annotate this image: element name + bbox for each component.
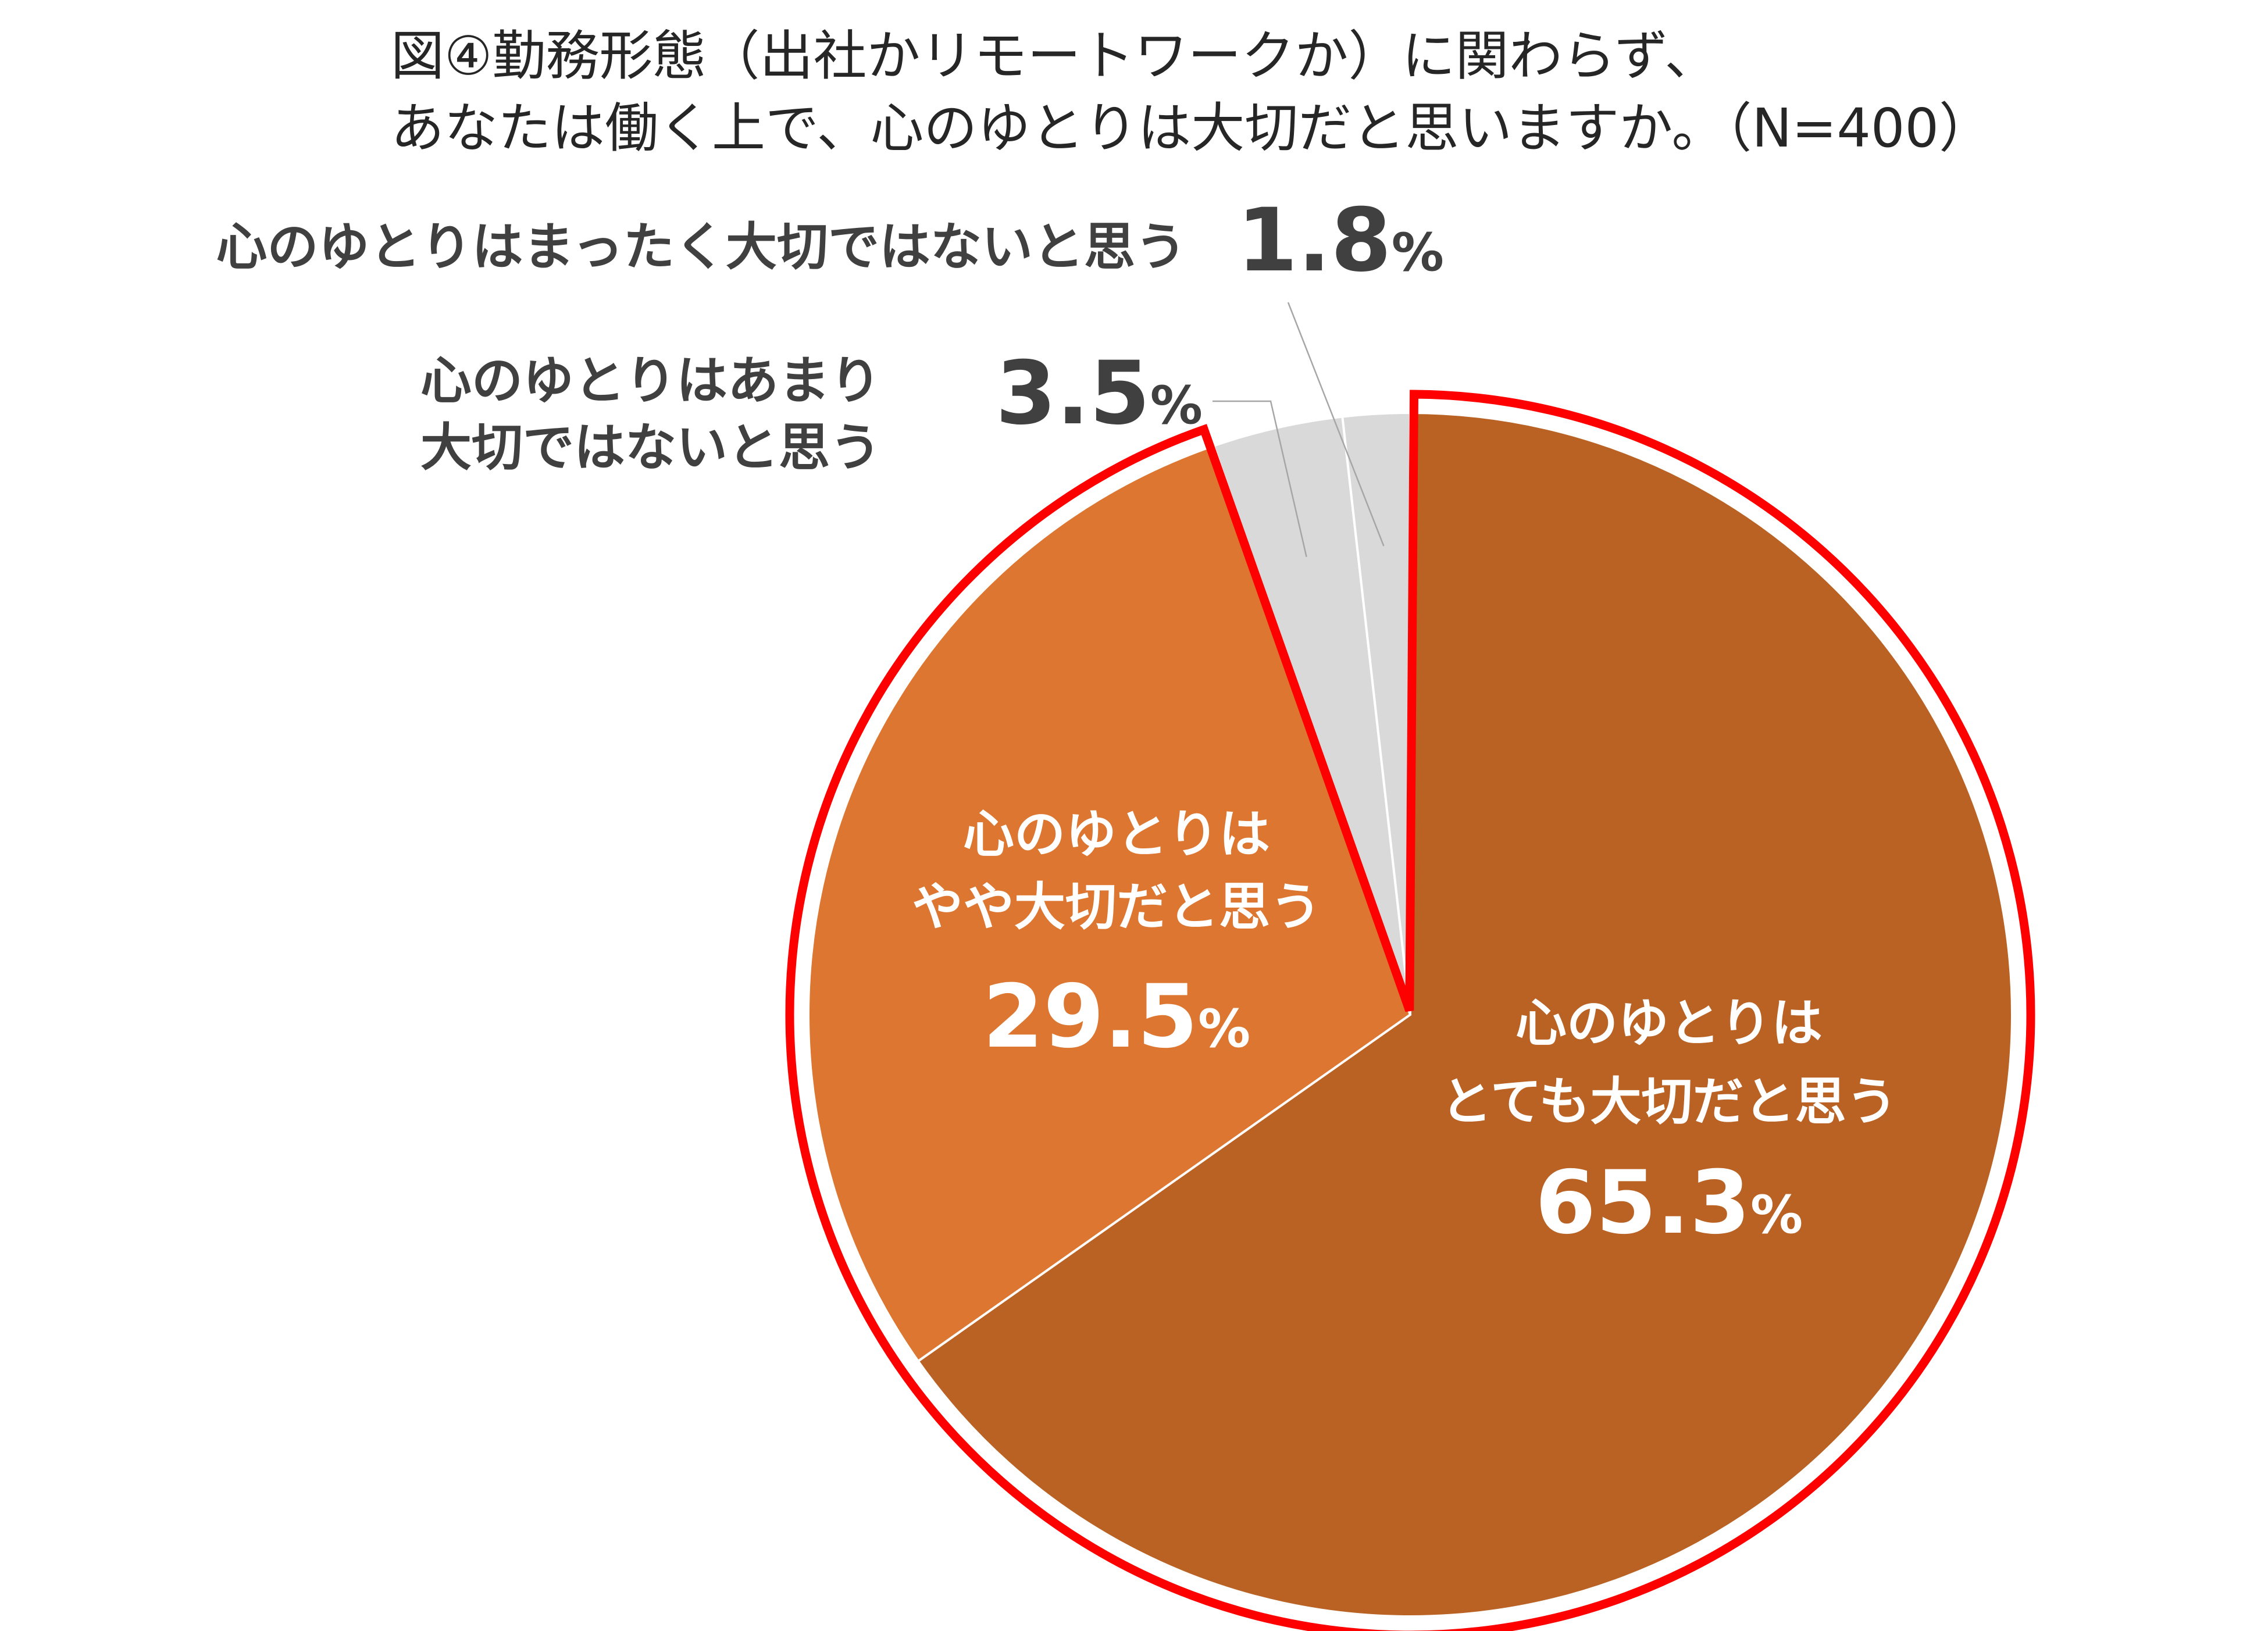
slice-3-value-unit: % [1150, 375, 1203, 436]
slice-1-value-label: 65.3% [1535, 1152, 1803, 1254]
highlight-outline-path [785, 390, 2035, 1631]
leader-line-slice-3 [1213, 400, 1307, 557]
slice-2-value-unit: % [1198, 998, 1250, 1059]
pie-slice-1 [916, 411, 2014, 1618]
slice-3-label-line-2: 大切ではないと思う [420, 417, 881, 477]
slice-1-value-number: 65.3 [1535, 1152, 1750, 1254]
slice-1-label-line-1: 心のゆとりは [1515, 993, 1823, 1053]
chart-subtitle-line-2: あなたは働く上で、心のゆとりは大切だと思いますか。（N=400） [391, 97, 1992, 159]
slice-4-label-line-1: 心のゆとりはまったく大切ではないと思う [216, 217, 1186, 277]
slice-1-label-line-2: とても大切だと思う [1441, 1072, 1898, 1132]
slice-3-label-line-1: 心のゆとりはあまり [420, 351, 881, 411]
slice-2-label-line-2: やや大切だと思う [912, 877, 1321, 937]
slice-3-value-label: 3.5% [996, 343, 1203, 444]
chart-title-line-1: 図④勤務形態（出社かリモートワークか）に関わらず、 [391, 25, 1718, 87]
slice-labels: 心のゆとりはとても大切だと思う65.3%心のゆとりはやや大切だと思う29.5%心… [216, 190, 1898, 1254]
slice-2-label-line-1: 心のゆとりは [963, 804, 1270, 864]
slice-4-value-label: 1.8% [1237, 190, 1444, 291]
slice-2-value-number: 29.5 [983, 966, 1198, 1068]
slice-3-value-number: 3.5 [996, 343, 1150, 444]
slice-4-value-number: 1.8 [1237, 190, 1392, 291]
chart-title: 図④勤務形態（出社かリモートワークか）に関わらず、 あなたは働く上で、心のゆとり… [391, 25, 1992, 159]
pie-slice-2 [807, 444, 1412, 1363]
slice-2-value-label: 29.5% [983, 966, 1250, 1068]
leader-line-slice-4 [1287, 302, 1385, 547]
leader-lines [1213, 302, 1385, 557]
highlight-outline [785, 390, 2035, 1631]
slice-4-value-unit: % [1392, 222, 1444, 283]
slice-1-value-unit: % [1750, 1184, 1803, 1245]
